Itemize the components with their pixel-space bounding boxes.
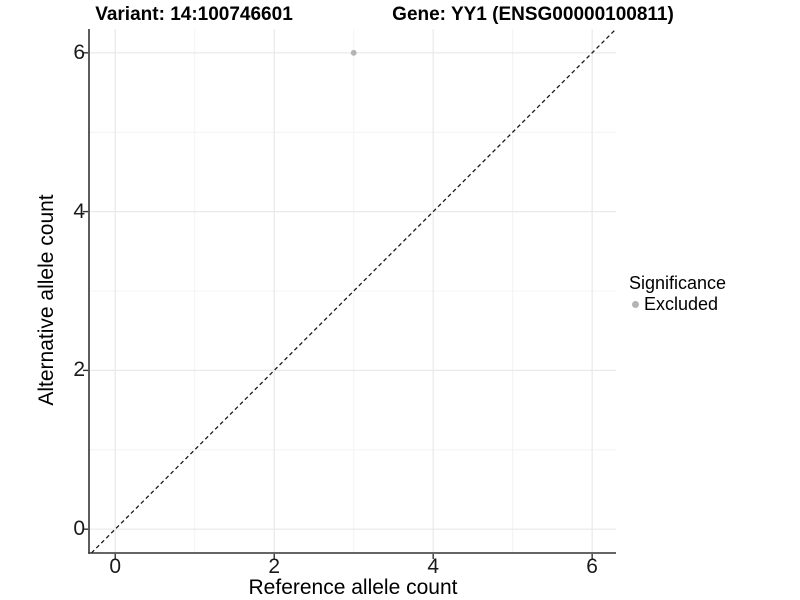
y-tick-label: 0 xyxy=(73,517,85,541)
y-axis-title: Alternative allele count xyxy=(35,194,58,406)
legend-item-excluded: Excluded xyxy=(629,294,726,315)
gene-title: Gene: YY1 (ENSG00000100811) xyxy=(392,4,674,25)
variant-title: Variant: 14:100746601 xyxy=(95,4,293,25)
y-tick-label: 2 xyxy=(73,358,85,382)
x-tick-label: 0 xyxy=(109,555,122,578)
x-axis-title: Reference allele count xyxy=(248,576,458,599)
x-tick-label: 4 xyxy=(427,555,440,578)
excluded-marker-icon xyxy=(632,301,639,308)
y-tick-label: 4 xyxy=(73,199,85,223)
legend: Significance Excluded xyxy=(629,273,726,315)
y-tick-label: 6 xyxy=(73,40,85,64)
legend-title: Significance xyxy=(629,273,727,293)
identity-line xyxy=(90,28,617,554)
x-tick-label: 2 xyxy=(268,555,281,578)
data-point xyxy=(350,49,357,56)
x-tick-label: 6 xyxy=(586,555,598,578)
legend-item-label: Excluded xyxy=(644,294,719,314)
